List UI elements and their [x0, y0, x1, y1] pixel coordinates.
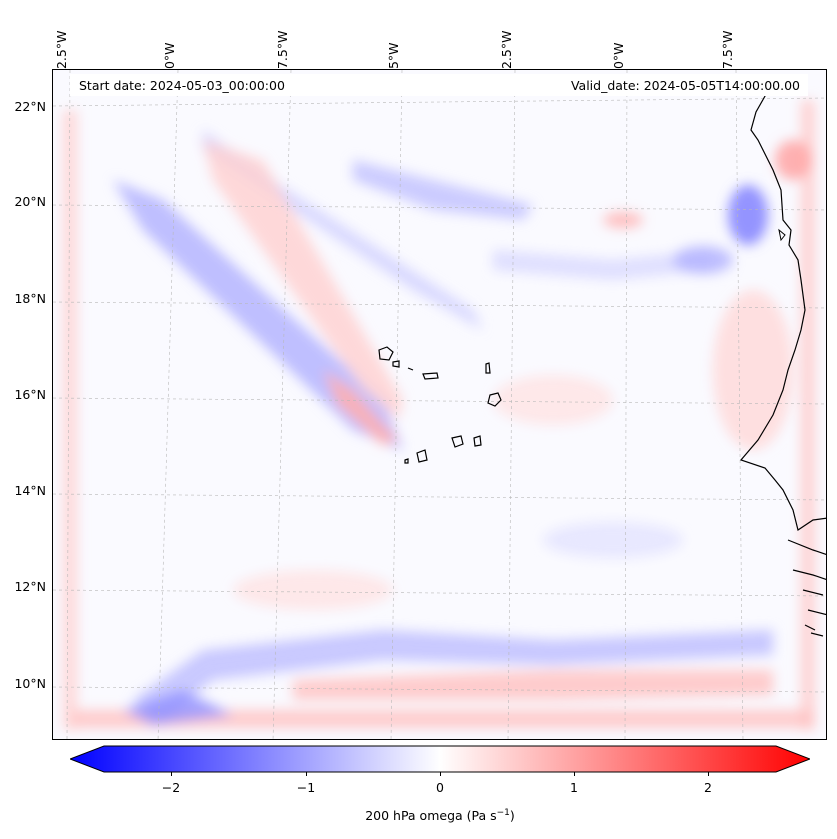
- colorbar-tick-label: 0: [436, 780, 444, 795]
- lat-label-14n: 14°N: [14, 483, 46, 498]
- map-panel: [52, 69, 827, 740]
- colorbar-label-exponent: −1: [496, 808, 510, 818]
- african-coastline: [739, 81, 826, 531]
- valid-date-label: Valid_date: 2024-05-05T14:00:00.00: [570, 78, 800, 93]
- colorbar-tick-label: 1: [570, 780, 578, 795]
- lat-label-18n: 18°N: [14, 291, 46, 306]
- lat-label-12n: 12°N: [14, 579, 46, 594]
- colorbar-tick-label: −1: [296, 780, 316, 795]
- lat-label-20n: 20°N: [14, 194, 46, 209]
- lat-label-22n: 22°N: [14, 99, 46, 114]
- coastline-south: [787, 539, 826, 637]
- lat-label-10n: 10°N: [14, 676, 46, 691]
- colorbar-label: 200 hPa omega (Pa s−1): [0, 808, 837, 823]
- colorbar-body: [70, 745, 810, 773]
- graticule: [53, 70, 826, 739]
- omega-field: [53, 70, 826, 739]
- cape-verde-islands: [378, 346, 502, 464]
- colorbar-tick-mark: [574, 772, 575, 776]
- omega-shading: [63, 100, 815, 730]
- colorbar-label-text: 200 hPa omega (Pa s: [365, 808, 497, 824]
- colorbar-tick-label: 2: [704, 780, 712, 795]
- colorbar-tick-mark: [306, 772, 307, 776]
- header-strip: [70, 74, 808, 96]
- coastal-islet: [778, 228, 786, 242]
- colorbar-label-close: ): [509, 808, 515, 824]
- colorbar-tick-label: −2: [161, 780, 181, 795]
- colorbar-tick-mark: [171, 772, 172, 776]
- start-date-label: Start date: 2024-05-03_00:00:00: [79, 78, 285, 93]
- colorbar-tick-mark: [708, 772, 709, 776]
- colorbar-tick-mark: [440, 772, 441, 776]
- lat-label-16n: 16°N: [14, 387, 46, 402]
- colorbar: [70, 745, 810, 773]
